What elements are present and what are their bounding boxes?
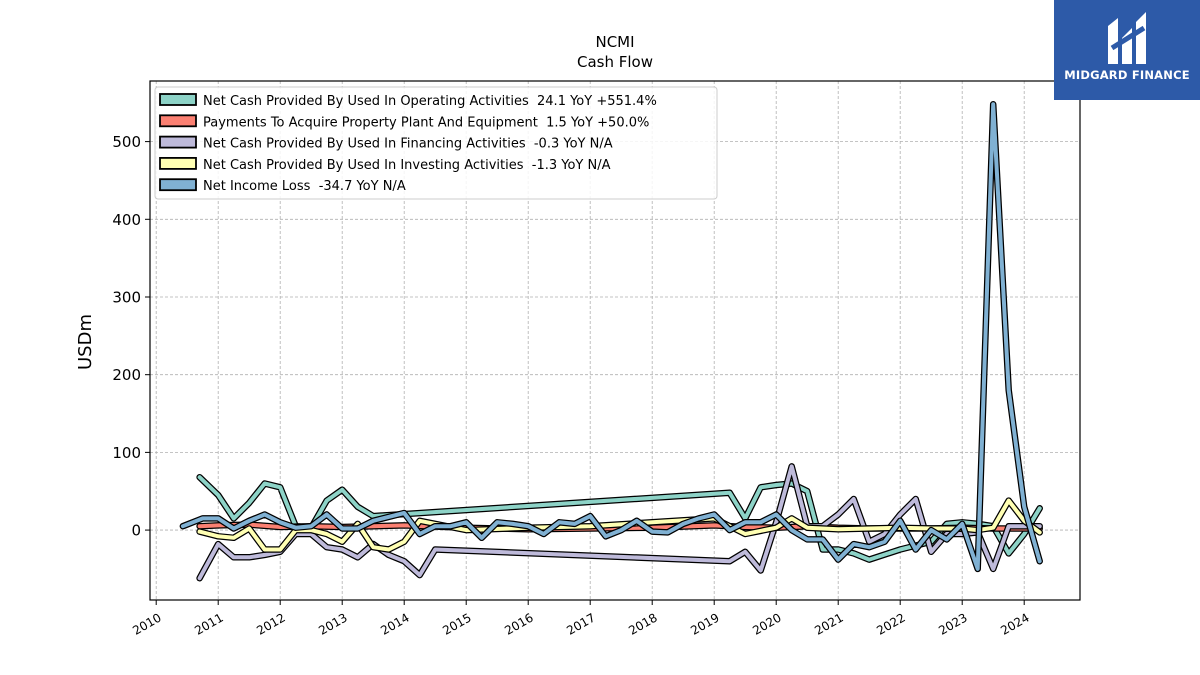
legend-swatch [159, 93, 197, 106]
x-tick-label: 2011 [192, 610, 225, 637]
y-tick-label: 500 [112, 133, 141, 151]
x-tick-label: 2024 [998, 610, 1031, 637]
chart-subtitle: Cash Flow [577, 53, 653, 71]
x-tick-label: 2016 [502, 610, 535, 637]
legend-item: Net Cash Provided By Used In Operating A… [159, 93, 657, 109]
x-tick-label: 2021 [812, 610, 845, 637]
legend-label: Net Cash Provided By Used In Operating A… [203, 94, 657, 109]
logo-wordmark: MIDGARD FINANCE [1064, 68, 1190, 82]
x-axis: 2010 2011 2012 2013 2014 2015 2016 2017 2018 2019… [130, 600, 1032, 638]
legend-label: Net Cash Provided By Used In Investing A… [203, 158, 611, 173]
y-tick-label: 100 [112, 444, 141, 462]
chart-title: NCMI [595, 33, 634, 51]
x-tick-label: 2017 [564, 610, 597, 637]
y-axis: 0 100 200 300 400 500 [112, 133, 150, 540]
legend-label: Net Cash Provided By Used In Financing A… [203, 137, 613, 152]
legend-item: Net Income Loss -34.7 YoY N/A [159, 178, 406, 194]
legend-swatch [159, 156, 197, 170]
y-tick-label: 300 [112, 288, 141, 306]
x-tick-label: 2023 [936, 610, 969, 637]
y-axis-label: USDm [75, 314, 96, 370]
x-tick-label: 2020 [750, 610, 783, 637]
series-line-4 [179, 101, 1043, 573]
x-tick-label: 2019 [688, 610, 721, 637]
x-tick-label: 2014 [378, 610, 411, 637]
x-tick-label: 2012 [254, 610, 287, 637]
series-stroke [180, 102, 1042, 571]
legend: Net Cash Provided By Used In Operating A… [154, 86, 718, 200]
y-tick-label: 0 [131, 522, 141, 540]
brand-logo: MIDGARD FINANCE [1054, 0, 1200, 100]
legend-item: Net Cash Provided By Used In Investing A… [159, 156, 611, 173]
legend-item: Payments To Acquire Property Plant And E… [159, 114, 649, 130]
series-layer [179, 101, 1043, 582]
legend-swatch [159, 178, 197, 192]
legend-swatch [159, 135, 197, 149]
plot-frame [149, 80, 1081, 601]
legend-label: Payments To Acquire Property Plant And E… [203, 115, 649, 130]
x-tick-label: 2022 [874, 610, 907, 637]
series-stroke [197, 498, 1042, 552]
legend-label: Net Income Loss -34.7 YoY N/A [203, 179, 406, 194]
x-tick-label: 2015 [440, 610, 473, 637]
logo-mark-icon [1108, 12, 1146, 64]
legend-box [154, 86, 718, 200]
legend-swatch [159, 114, 197, 128]
legend-item: Net Cash Provided By Used In Financing A… [159, 135, 613, 152]
x-tick-label: 2010 [130, 610, 163, 637]
x-tick-label: 2018 [626, 610, 659, 637]
series-line-3 [196, 497, 1043, 553]
y-tick-label: 400 [112, 211, 141, 229]
x-tick-label: 2013 [316, 610, 349, 637]
y-tick-label: 200 [112, 366, 141, 384]
